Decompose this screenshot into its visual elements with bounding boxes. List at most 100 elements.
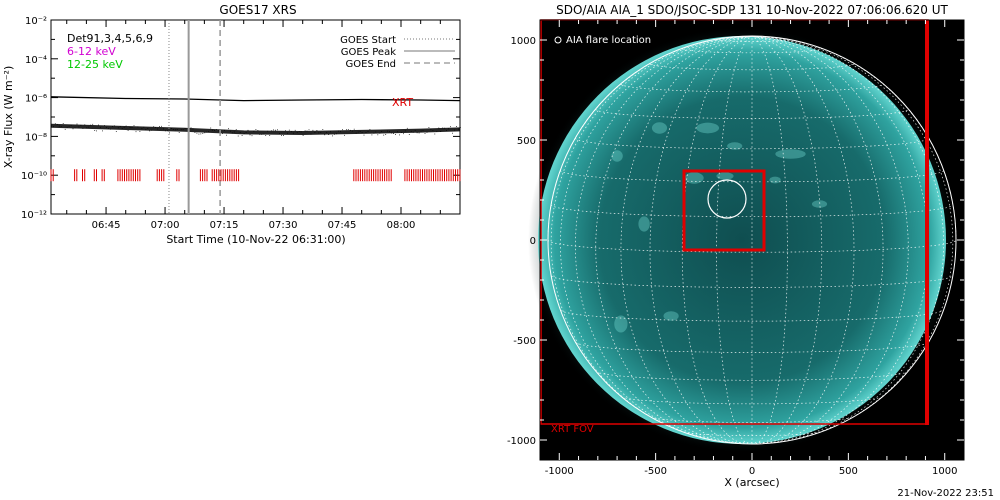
aia-xtick-label: 1000 [932, 466, 957, 477]
goes-short-channel-point [397, 131, 398, 133]
active-region-brightening [614, 315, 628, 333]
goes-short-channel-point [192, 128, 194, 130]
goes-short-channel-point [139, 131, 141, 132]
goes-short-channel-point [54, 123, 56, 125]
longitude-gridline [574, 36, 753, 443]
goes-long-channel-line [50, 96, 461, 102]
goes-short-channel-point [51, 125, 52, 127]
goes-short-channel-point [74, 127, 76, 129]
goes-short-channel-point [302, 135, 304, 136]
goes-short-channel-point [401, 132, 402, 133]
goes-short-channel-line [50, 123, 461, 136]
goes-short-channel-point [202, 133, 204, 134]
xrt-series-label: XRT [392, 96, 413, 109]
goes-short-channel-point [257, 130, 259, 131]
detector-legend-entry: 6-12 keV [67, 45, 116, 58]
goes-short-channel-point [237, 135, 239, 137]
goes-short-channel-point [200, 133, 202, 135]
goes-short-channel-point [395, 134, 396, 135]
goes-short-channel-point [306, 130, 308, 132]
latitude-gridline [716, 39, 788, 42]
goes-short-channel-point [255, 129, 257, 130]
goes-short-channel-point [60, 126, 62, 127]
goes-short-channel-point [304, 130, 306, 132]
goes-xtick-label: 06:45 [92, 220, 121, 231]
goes-ytick-label: 10⁻⁶ [25, 94, 47, 105]
active-region-brightening [775, 149, 806, 159]
longitude-gridline [550, 36, 753, 432]
aia-y-axis: 1000 500 0 -500 -1000 [507, 36, 964, 447]
goes-series-group [50, 96, 461, 137]
goes-short-channel-point [371, 134, 373, 136]
goes-short-channel-point [194, 132, 196, 133]
goes-short-channel-point [70, 124, 72, 126]
solar-limb [547, 35, 957, 445]
goes-short-channel-point [336, 133, 337, 135]
goes-short-channel-point [420, 130, 422, 132]
goes-short-channel-point [426, 131, 428, 133]
goes-short-channel-point [125, 125, 127, 127]
goes-short-channel-point [210, 127, 212, 129]
goes-short-channel-point [172, 129, 174, 130]
longitude-gridline [751, 36, 954, 432]
longitude-gridline [716, 36, 753, 445]
goes-short-channel-point [355, 132, 357, 134]
goes-short-channel-point [163, 128, 164, 130]
goes-short-channel-point [324, 134, 326, 136]
goes-short-channel-point [381, 131, 383, 132]
goes-short-channel-point [444, 127, 446, 129]
goes-short-channel-point [80, 124, 82, 126]
goes-short-channel-point [450, 126, 451, 128]
goes-short-channel-point [361, 132, 363, 133]
active-region-brightening [651, 122, 668, 134]
aia-x-label: X (arcsec) [724, 476, 779, 489]
goes-short-channel-point [72, 128, 74, 130]
goes-short-channel-point [224, 129, 225, 131]
goes-times-legend-label: GOES Start [340, 35, 396, 46]
goes-short-channel-point [127, 130, 129, 131]
goes-short-channel-point [218, 130, 219, 132]
longitude-gridline [620, 36, 753, 444]
aia-ytick-label: -1000 [507, 436, 536, 447]
goes-short-channel-point [273, 129, 274, 131]
latitude-gridline [650, 416, 854, 423]
longitude-gridline [751, 36, 909, 444]
longitude-gridline [751, 36, 788, 445]
goes-short-channel-point [271, 130, 272, 132]
goes-short-channel-point [432, 130, 434, 131]
aia-ytick-label: -500 [513, 336, 536, 347]
aia-legend-label: AIA flare location [566, 35, 651, 46]
active-region-brightening [638, 216, 650, 232]
goes-short-channel-point [178, 132, 180, 133]
goes-short-channel-point [340, 131, 341, 133]
goes-short-channel-point [440, 131, 442, 132]
goes-short-channel-point [106, 126, 107, 128]
goes-short-channel-point [383, 134, 385, 136]
goes-short-channel-point [283, 135, 284, 136]
goes-short-channel-point [170, 128, 172, 129]
goes-short-channel-point [184, 128, 186, 129]
goes-short-channel-point [143, 126, 145, 128]
goes-short-channel-point [294, 129, 296, 131]
goes-short-channel-point [92, 123, 94, 125]
goes-short-channel-point [290, 131, 292, 133]
goes-short-channel-point [320, 132, 322, 133]
aia-image-plot: SDO/AIA AIA_1 SDO/JSOC-SDP 131 10-Nov-20… [507, 3, 965, 489]
goes-short-channel-point [110, 128, 111, 130]
goes-short-channel-point [176, 129, 178, 130]
goes-short-channel-point [222, 133, 223, 134]
goes-short-channel-point [288, 129, 290, 131]
goes-short-channel-point [424, 133, 426, 134]
goes-short-channel-point [434, 133, 436, 135]
goes-times-legend-label: GOES End [346, 59, 396, 70]
goes-short-channel-point [174, 129, 176, 131]
aia-xtick-label: 0 [749, 466, 755, 477]
goes-y-axis: 10⁻² 10⁻⁴ 10⁻⁶ 10⁻⁸ 10⁻¹⁰ 10⁻¹² [21, 16, 460, 221]
goes-short-channel-point [404, 130, 406, 132]
goes-short-channel-point [410, 131, 412, 132]
goes-short-channel-point [233, 131, 235, 133]
goes-short-channel-point [228, 128, 229, 130]
active-region-brightening [684, 172, 704, 184]
goes-short-channel-point [78, 126, 80, 128]
goes-short-channel-point [64, 128, 66, 130]
